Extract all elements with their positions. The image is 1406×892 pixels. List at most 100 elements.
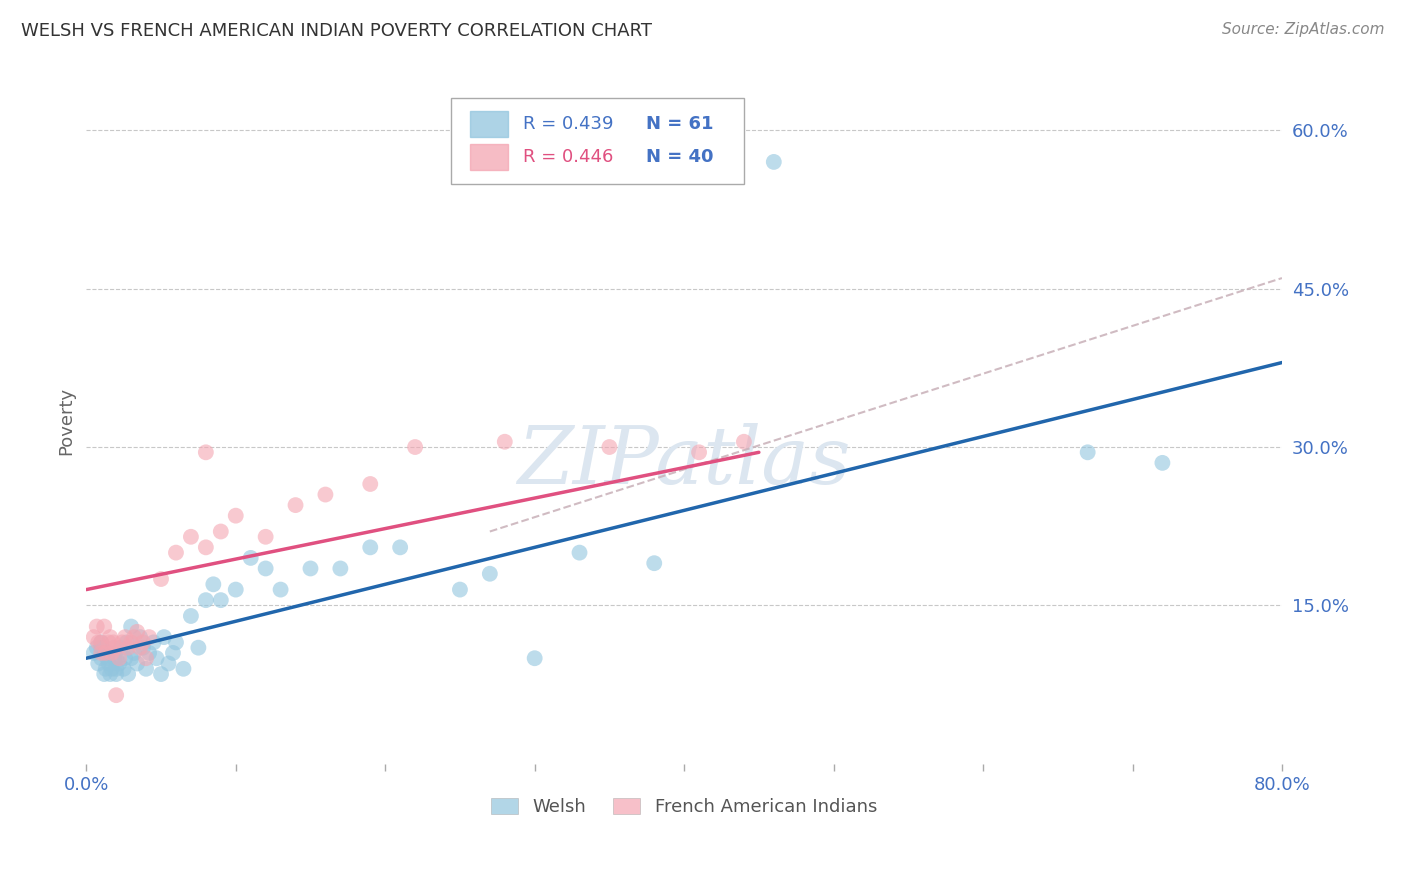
- Point: [86, 619, 108, 633]
- Point: [150, 667, 173, 681]
- Point: [97, 657, 120, 671]
- Point: [180, 609, 202, 624]
- Text: N = 40: N = 40: [645, 148, 713, 166]
- Point: [165, 635, 187, 649]
- Point: [111, 635, 134, 649]
- Point: [120, 635, 142, 649]
- Point: [98, 667, 121, 681]
- Point: [225, 508, 247, 523]
- Point: [93, 667, 115, 681]
- Point: [83, 646, 105, 660]
- Point: [122, 646, 145, 660]
- Point: [105, 662, 128, 676]
- Point: [733, 434, 755, 449]
- Text: WELSH VS FRENCH AMERICAN INDIAN POVERTY CORRELATION CHART: WELSH VS FRENCH AMERICAN INDIAN POVERTY …: [21, 22, 652, 40]
- Point: [284, 498, 307, 512]
- Point: [94, 646, 117, 660]
- Point: [180, 530, 202, 544]
- Point: [87, 635, 110, 649]
- Point: [96, 651, 118, 665]
- Point: [110, 640, 132, 655]
- Point: [112, 662, 135, 676]
- Point: [194, 445, 217, 459]
- Point: [132, 635, 155, 649]
- Point: [129, 630, 152, 644]
- Point: [120, 651, 142, 665]
- Point: [157, 657, 180, 671]
- Point: [90, 646, 112, 660]
- Point: [449, 582, 471, 597]
- Point: [270, 582, 292, 597]
- Point: [643, 556, 665, 570]
- Point: [97, 635, 120, 649]
- Point: [225, 582, 247, 597]
- Point: [117, 667, 139, 681]
- Point: [105, 667, 128, 681]
- Point: [104, 651, 127, 665]
- Point: [762, 155, 785, 169]
- Point: [108, 651, 131, 665]
- Point: [389, 541, 412, 555]
- Point: [494, 434, 516, 449]
- Point: [90, 640, 112, 655]
- Point: [162, 646, 184, 660]
- Point: [117, 640, 139, 655]
- Point: [209, 593, 232, 607]
- Point: [359, 477, 381, 491]
- FancyBboxPatch shape: [451, 98, 744, 184]
- Point: [202, 577, 225, 591]
- Point: [165, 546, 187, 560]
- Point: [153, 630, 176, 644]
- Point: [404, 440, 426, 454]
- Point: [254, 561, 277, 575]
- Bar: [470, 144, 509, 170]
- Point: [127, 624, 149, 639]
- Point: [87, 657, 110, 671]
- Point: [1077, 445, 1099, 459]
- Point: [86, 640, 108, 655]
- Point: [94, 662, 117, 676]
- Point: [172, 662, 194, 676]
- Point: [329, 561, 352, 575]
- Point: [478, 566, 501, 581]
- Point: [187, 640, 209, 655]
- Point: [135, 651, 157, 665]
- Point: [115, 635, 138, 649]
- Point: [114, 630, 136, 644]
- Point: [122, 630, 145, 644]
- Point: [93, 619, 115, 633]
- Point: [1152, 456, 1174, 470]
- Point: [239, 550, 262, 565]
- Point: [90, 635, 112, 649]
- Point: [209, 524, 232, 539]
- Point: [97, 646, 120, 660]
- Point: [90, 635, 112, 649]
- Point: [103, 640, 125, 655]
- Point: [90, 651, 112, 665]
- Point: [254, 530, 277, 544]
- Point: [105, 651, 128, 665]
- Point: [142, 635, 165, 649]
- Text: R = 0.446: R = 0.446: [523, 148, 613, 166]
- Point: [299, 561, 322, 575]
- Point: [105, 640, 128, 655]
- Point: [150, 572, 173, 586]
- Text: ZIPatlas: ZIPatlas: [517, 423, 851, 500]
- Text: R = 0.439: R = 0.439: [523, 115, 613, 133]
- Point: [120, 619, 142, 633]
- Point: [135, 662, 157, 676]
- Point: [145, 651, 167, 665]
- Legend: Welsh, French American Indians: Welsh, French American Indians: [484, 790, 884, 823]
- Text: Source: ZipAtlas.com: Source: ZipAtlas.com: [1222, 22, 1385, 37]
- Point: [105, 688, 128, 702]
- Point: [114, 651, 136, 665]
- Point: [132, 640, 155, 655]
- Point: [598, 440, 620, 454]
- Point: [523, 651, 546, 665]
- Point: [98, 630, 121, 644]
- Text: N = 61: N = 61: [645, 115, 713, 133]
- Point: [314, 487, 336, 501]
- Point: [100, 662, 122, 676]
- Point: [359, 541, 381, 555]
- Point: [127, 657, 149, 671]
